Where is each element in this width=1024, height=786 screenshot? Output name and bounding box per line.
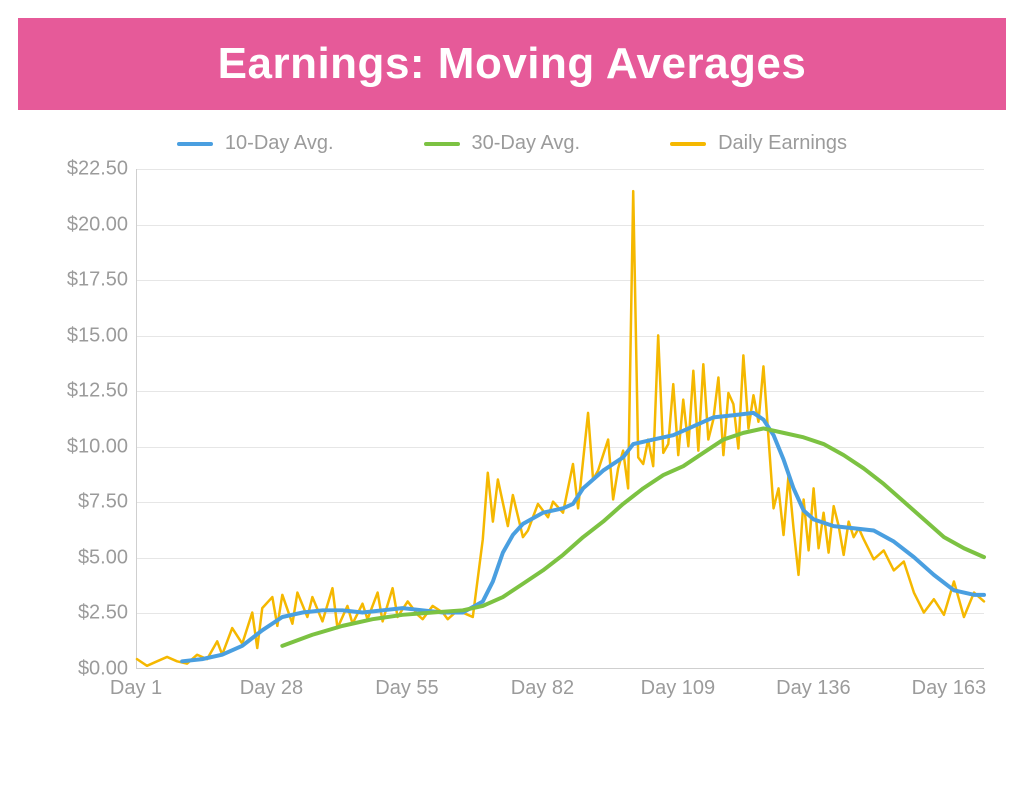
legend-swatch (670, 142, 706, 146)
x-tick-label: Day 136 (776, 677, 851, 700)
plot-area (136, 169, 984, 669)
x-tick-label: Day 55 (375, 677, 438, 700)
chart: $0.00$2.50$5.00$7.50$10.00$12.50$15.00$1… (40, 169, 984, 709)
chart-legend: 10-Day Avg. 30-Day Avg. Daily Earnings (0, 132, 1024, 155)
y-tick-label: $2.50 (40, 602, 128, 625)
legend-item: Daily Earnings (670, 132, 847, 155)
y-tick-label: $5.00 (40, 546, 128, 569)
y-tick-label: $20.00 (40, 213, 128, 236)
y-tick-label: $22.50 (40, 158, 128, 181)
x-axis: Day 1Day 28Day 55Day 82Day 109Day 136Day… (136, 669, 984, 709)
legend-swatch (424, 142, 460, 146)
y-axis: $0.00$2.50$5.00$7.50$10.00$12.50$15.00$1… (40, 169, 136, 669)
x-tick-label: Day 82 (511, 677, 574, 700)
series-line (282, 428, 984, 645)
y-tick-label: $10.00 (40, 435, 128, 458)
legend-label: Daily Earnings (718, 132, 847, 155)
legend-label: 10-Day Avg. (225, 132, 334, 155)
x-tick-label: Day 1 (110, 677, 162, 700)
series-line (137, 191, 984, 666)
chart-lines (137, 169, 984, 668)
y-tick-label: $7.50 (40, 491, 128, 514)
legend-item: 10-Day Avg. (177, 132, 334, 155)
title-bar: Earnings: Moving Averages (18, 18, 1006, 110)
legend-item: 30-Day Avg. (424, 132, 581, 155)
y-tick-label: $12.50 (40, 380, 128, 403)
y-tick-label: $17.50 (40, 269, 128, 292)
x-tick-label: Day 109 (641, 677, 716, 700)
legend-swatch (177, 142, 213, 146)
y-tick-label: $15.00 (40, 324, 128, 347)
page-title: Earnings: Moving Averages (218, 39, 807, 89)
x-tick-label: Day 163 (912, 677, 987, 700)
legend-label: 30-Day Avg. (472, 132, 581, 155)
x-tick-label: Day 28 (240, 677, 303, 700)
